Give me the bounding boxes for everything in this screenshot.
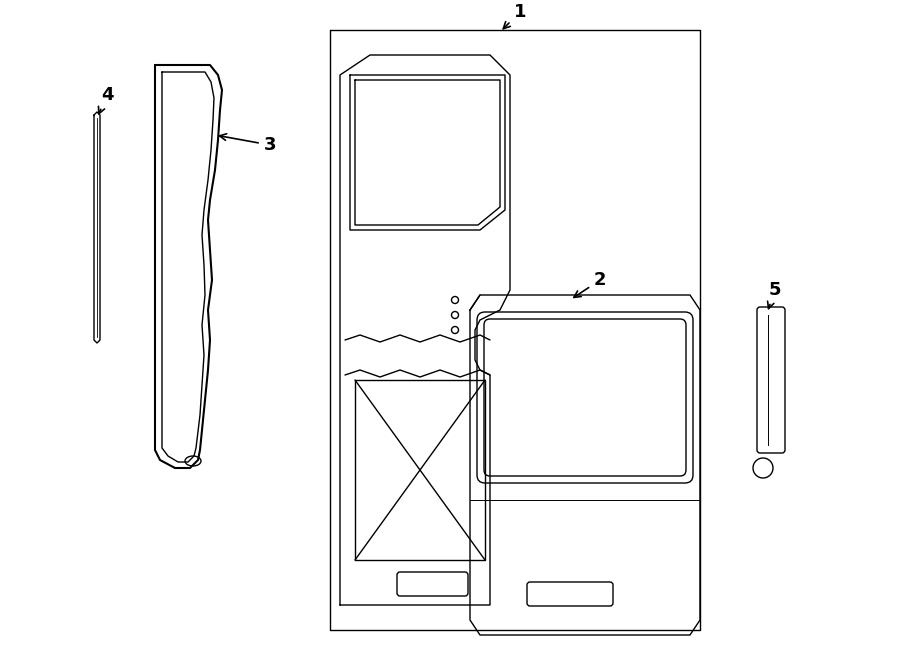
Text: 1: 1 [503, 3, 526, 28]
Text: 4: 4 [98, 86, 113, 114]
Text: 5: 5 [768, 281, 781, 309]
Text: 3: 3 [220, 134, 276, 154]
Text: 2: 2 [574, 271, 607, 297]
